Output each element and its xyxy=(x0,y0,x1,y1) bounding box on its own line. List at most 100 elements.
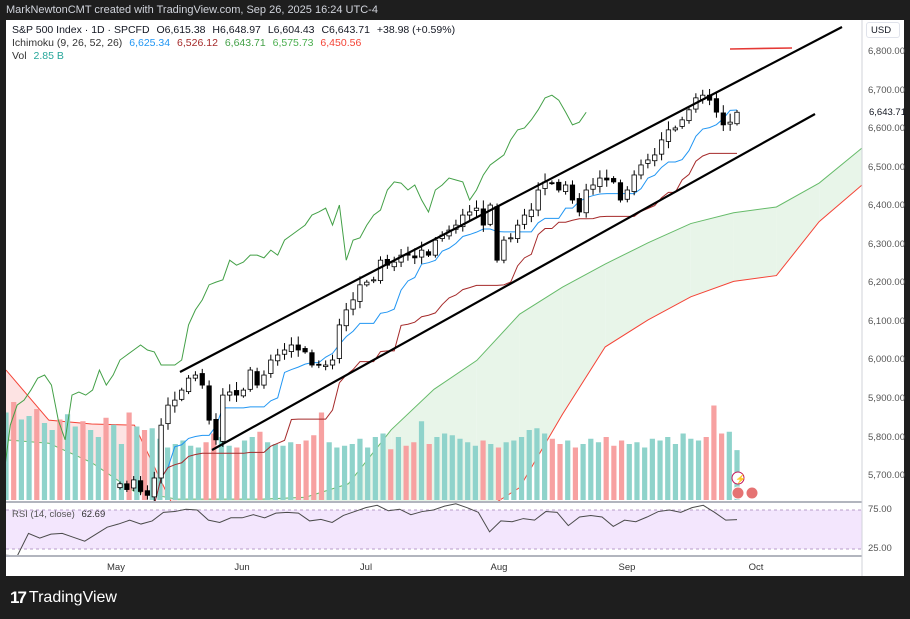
candle-body xyxy=(645,159,651,164)
volume-bar xyxy=(503,442,509,500)
volume-bar xyxy=(565,440,571,500)
candle-body xyxy=(192,374,199,379)
rsi-line xyxy=(5,503,738,557)
candle xyxy=(268,354,274,378)
ohlc-high: H6,648.97 xyxy=(212,24,261,36)
candle xyxy=(295,336,301,357)
candle xyxy=(302,346,308,354)
candle-body xyxy=(412,255,418,259)
volume-legend[interactable]: Vol 2.85 B xyxy=(12,50,68,62)
candle xyxy=(323,360,329,371)
candle-body xyxy=(309,352,315,366)
volume-bar xyxy=(480,440,486,500)
candle-body xyxy=(521,214,528,225)
channel-upper-line[interactable] xyxy=(179,26,843,373)
tradingview-logo-icon: 17 xyxy=(10,588,27,607)
us-flag-event-icon[interactable] xyxy=(745,486,759,500)
candle-body xyxy=(117,483,123,489)
candle-body xyxy=(336,324,342,359)
candle xyxy=(624,186,630,203)
candle xyxy=(357,276,363,309)
volume-bar xyxy=(680,433,686,500)
channel-lower-line[interactable] xyxy=(211,113,816,451)
candle xyxy=(261,370,267,389)
month-jul: Jul xyxy=(359,562,373,573)
ichimoku-legend[interactable]: Ichimoku (9, 26, 52, 26) 6,625.34 6,526.… xyxy=(12,37,365,49)
candle-body xyxy=(323,364,329,367)
volume-bar xyxy=(103,417,109,500)
kijun-value: 6,526.12 xyxy=(177,37,218,49)
volume-bar xyxy=(588,438,594,500)
volume-bar xyxy=(95,437,101,500)
volume-bar xyxy=(611,445,617,500)
volume-bar xyxy=(534,428,540,500)
rsi-legend[interactable]: RSI (14, close) 62.69 xyxy=(12,509,109,520)
candle xyxy=(377,256,384,284)
volume-bar xyxy=(688,438,694,500)
volume-bar xyxy=(442,433,448,500)
candle xyxy=(508,233,514,243)
candle-body xyxy=(131,479,137,489)
candle xyxy=(652,147,658,167)
candle-body xyxy=(432,239,438,256)
candle-body xyxy=(227,391,233,396)
volume-bar xyxy=(719,433,725,500)
candle xyxy=(460,208,466,232)
month-may: May xyxy=(107,562,125,573)
currency-selector[interactable]: USD xyxy=(866,22,900,38)
candle-body xyxy=(494,206,500,261)
volume-bar xyxy=(280,445,286,500)
symbol-name: S&P 500 Index · 1D · SPCFD xyxy=(12,24,150,36)
candle-body xyxy=(631,174,637,192)
month-aug: Aug xyxy=(490,562,508,573)
volume-bar xyxy=(603,437,609,500)
candle-body xyxy=(638,164,644,176)
volume-bar xyxy=(257,431,263,500)
candle-body xyxy=(165,404,171,425)
candle-body xyxy=(295,344,301,351)
symbol-legend[interactable]: S&P 500 Index · 1D · SPCFD O6,615.38 H6,… xyxy=(12,24,459,36)
candle xyxy=(192,371,199,382)
candle xyxy=(631,170,637,196)
candle-body xyxy=(501,239,507,261)
price-tick: 6,200.00 xyxy=(868,277,905,289)
candle xyxy=(556,179,562,193)
tradingview-logo[interactable]: 17 TradingView xyxy=(10,588,117,608)
volume-bar xyxy=(149,428,155,500)
cloud-segment xyxy=(562,264,606,415)
candle xyxy=(665,121,672,149)
candle xyxy=(185,375,192,395)
candle xyxy=(542,173,548,196)
candle xyxy=(720,105,726,132)
volume-bar xyxy=(380,433,386,500)
earnings-lightning-icon[interactable] xyxy=(731,471,745,485)
volume-bar xyxy=(311,435,317,500)
volume-bar xyxy=(303,440,309,500)
candle-body xyxy=(658,139,665,155)
volume-bar xyxy=(488,444,494,500)
volume-bar xyxy=(334,447,340,500)
candle-body xyxy=(185,377,192,393)
volume-bar xyxy=(672,444,679,500)
event-markers: ⚡ xyxy=(731,471,759,500)
volume-bar xyxy=(580,444,586,500)
candle xyxy=(611,176,617,184)
candle xyxy=(247,366,253,392)
candle-body xyxy=(172,399,178,407)
target-horizontal-line[interactable] xyxy=(729,47,793,50)
volume-bar xyxy=(188,445,194,500)
price-tick: 5,700.00 xyxy=(868,470,905,482)
candle xyxy=(371,276,377,284)
candle xyxy=(487,202,493,227)
candle xyxy=(213,413,219,445)
volume-bar xyxy=(665,437,671,500)
ichimoku-label: Ichimoku (9, 26, 52, 26) xyxy=(12,37,123,49)
candle-body xyxy=(124,483,130,490)
volume-bar xyxy=(557,444,563,500)
cloud-segment xyxy=(819,147,862,222)
price-tick: 6,400.00 xyxy=(868,200,905,212)
us-flag-event-icon[interactable] xyxy=(731,486,745,500)
candle-body xyxy=(151,477,157,498)
volume-bar xyxy=(88,430,94,500)
